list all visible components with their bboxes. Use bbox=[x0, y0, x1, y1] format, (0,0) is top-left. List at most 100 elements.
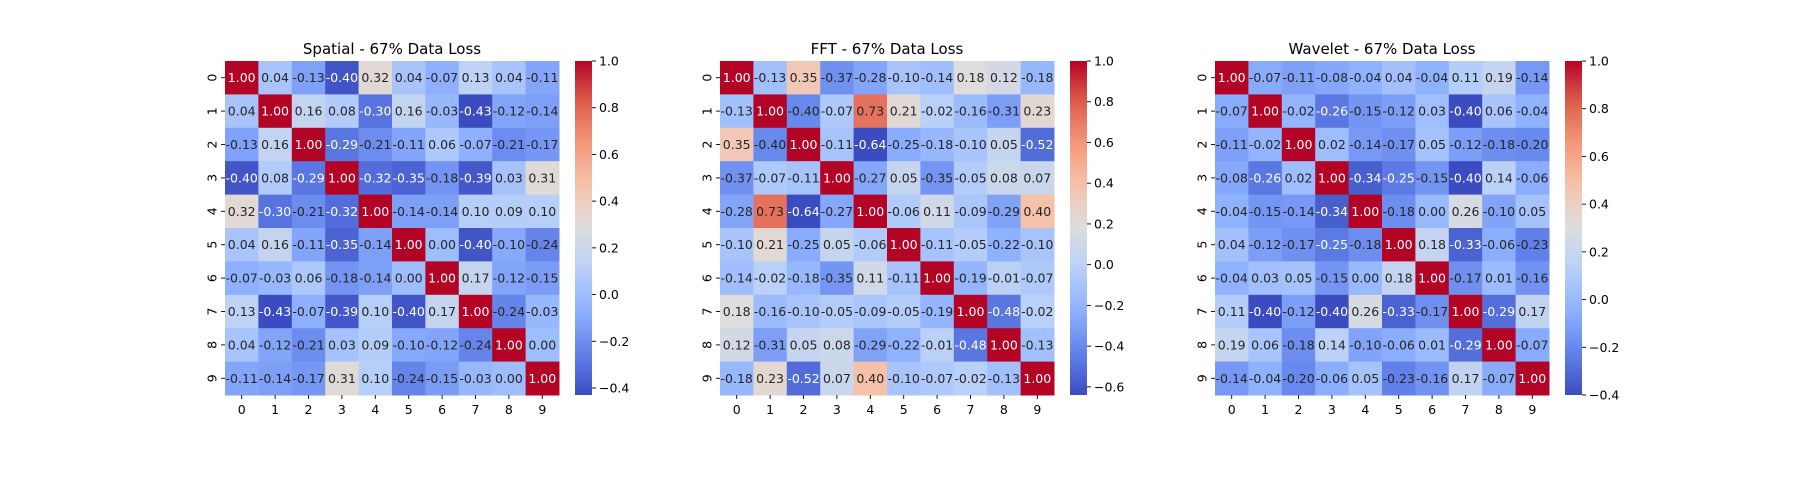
heatmap-cell bbox=[458, 127, 493, 162]
cell-value-label: -0.18 bbox=[1349, 237, 1381, 252]
heatmap-cell bbox=[258, 361, 293, 396]
cell-value-label: -0.39 bbox=[459, 170, 491, 185]
heatmap-cell bbox=[291, 194, 326, 229]
heatmap-cell bbox=[1348, 94, 1383, 129]
x-tick-label: 9 bbox=[1033, 402, 1041, 417]
cell-value-label: -0.17 bbox=[1449, 271, 1481, 286]
x-tick-label: 5 bbox=[900, 402, 908, 417]
cell-value-label: -0.25 bbox=[1383, 170, 1415, 185]
cell-value-label: 0.08 bbox=[261, 170, 289, 185]
heatmap-cell bbox=[1348, 328, 1383, 363]
cell-value-label: -0.23 bbox=[1383, 371, 1415, 386]
heatmap-cell bbox=[425, 228, 460, 262]
cell-value-label: -0.13 bbox=[226, 137, 258, 152]
heatmap-cell bbox=[1020, 94, 1055, 129]
heatmap-cell bbox=[1315, 194, 1350, 229]
heatmap-cell bbox=[1020, 294, 1055, 329]
heatmap-cell bbox=[492, 228, 527, 262]
cell-value-label: 1.00 bbox=[957, 304, 985, 319]
cell-value-label: -0.09 bbox=[954, 204, 986, 219]
heatmap-cell bbox=[392, 127, 426, 162]
heatmap-cell bbox=[1020, 261, 1055, 296]
heatmap-cell bbox=[525, 94, 560, 129]
cell-value-label: -0.35 bbox=[326, 237, 358, 252]
heatmap-cell bbox=[1482, 328, 1517, 363]
heatmap-cell bbox=[325, 328, 360, 363]
cell-value-label: -0.12 bbox=[1282, 304, 1314, 319]
heatmap-cell bbox=[720, 294, 754, 329]
cell-value-label: 0.17 bbox=[1518, 304, 1546, 319]
heatmap-cell bbox=[258, 194, 293, 229]
cell-value-label: 0.18 bbox=[1418, 237, 1446, 252]
heatmap-cell bbox=[1482, 161, 1517, 196]
cell-value-label: -0.14 bbox=[526, 104, 558, 119]
cell-value-label: 0.07 bbox=[1023, 170, 1051, 185]
cell-value-label: 0.05 bbox=[823, 237, 851, 252]
cell-value-label: -0.48 bbox=[954, 337, 986, 352]
cell-value-label: 0.02 bbox=[1318, 137, 1346, 152]
cell-value-label: 1.00 bbox=[1385, 237, 1413, 252]
cell-value-label: 1.00 bbox=[1023, 371, 1051, 386]
heatmap-cell bbox=[987, 294, 1022, 329]
cell-value-label: -0.34 bbox=[1349, 170, 1381, 185]
cell-value-label: 0.11 bbox=[1452, 70, 1480, 85]
cell-value-label: -0.07 bbox=[1216, 104, 1248, 119]
cell-value-label: 0.26 bbox=[1452, 204, 1480, 219]
cell-value-label: -0.14 bbox=[1516, 70, 1548, 85]
cell-value-label: 0.21 bbox=[890, 104, 918, 119]
heatmap-cell bbox=[1448, 261, 1483, 296]
heatmap-cell bbox=[953, 328, 988, 363]
heatmap-cell bbox=[325, 194, 360, 229]
heatmap-cell bbox=[786, 361, 821, 396]
cell-value-label: -0.40 bbox=[754, 137, 786, 152]
y-tick-label: 7 bbox=[1195, 308, 1210, 316]
heatmap-cell bbox=[1281, 228, 1316, 262]
heatmap-cell bbox=[720, 161, 754, 196]
heatmap-cell bbox=[920, 228, 955, 262]
y-tick-label: 4 bbox=[205, 207, 220, 215]
heatmap-cell bbox=[920, 161, 955, 196]
heatmap-cell bbox=[1348, 294, 1383, 329]
cell-value-label: 0.01 bbox=[1418, 337, 1446, 352]
cell-value-label: 0.18 bbox=[957, 70, 985, 85]
cell-value-label: -0.06 bbox=[1483, 237, 1515, 252]
cell-value-label: -0.18 bbox=[326, 271, 358, 286]
heatmap-cell bbox=[820, 161, 855, 196]
cell-value-label: -0.22 bbox=[888, 337, 920, 352]
heatmap-cell bbox=[953, 294, 988, 329]
x-tick-label: 8 bbox=[1495, 402, 1503, 417]
cell-value-label: 0.06 bbox=[428, 137, 456, 152]
heatmap-cell bbox=[987, 94, 1022, 129]
heatmap-cell bbox=[425, 61, 460, 95]
cell-value-label: -0.14 bbox=[359, 237, 391, 252]
cell-value-label: -0.04 bbox=[1349, 70, 1381, 85]
cell-value-label: -0.06 bbox=[854, 237, 886, 252]
heatmap-cell bbox=[325, 61, 360, 95]
heatmap-cell bbox=[1448, 61, 1483, 95]
cell-value-label: 1.00 bbox=[495, 337, 523, 352]
cell-value-label: -0.12 bbox=[426, 337, 458, 352]
cell-value-label: 0.26 bbox=[1351, 304, 1379, 319]
colorbar-tick-label: −0.4 bbox=[1589, 388, 1619, 403]
cell-value-label: 0.05 bbox=[790, 337, 818, 352]
heatmap-cell bbox=[1515, 261, 1550, 296]
cell-value-label: -0.06 bbox=[1383, 337, 1415, 352]
cell-value-label: -0.33 bbox=[1449, 237, 1481, 252]
heatmap-cell bbox=[1482, 261, 1517, 296]
cell-value-label: -0.14 bbox=[921, 70, 953, 85]
cell-value-label: -0.07 bbox=[226, 271, 258, 286]
cell-value-label: 0.00 bbox=[1351, 271, 1379, 286]
cell-value-label: -0.23 bbox=[1516, 237, 1548, 252]
cell-value-label: 1.00 bbox=[228, 70, 256, 85]
heatmap-cell bbox=[1515, 228, 1550, 262]
heatmap-cell bbox=[525, 61, 560, 95]
heatmap-cell bbox=[1248, 294, 1283, 329]
heatmap-cell bbox=[1515, 94, 1550, 129]
y-tick-label: 1 bbox=[205, 107, 220, 115]
heatmap-cell bbox=[525, 294, 560, 329]
cell-value-label: -0.13 bbox=[1021, 337, 1053, 352]
heatmap-cell bbox=[458, 94, 493, 129]
x-tick-label: 0 bbox=[733, 402, 741, 417]
